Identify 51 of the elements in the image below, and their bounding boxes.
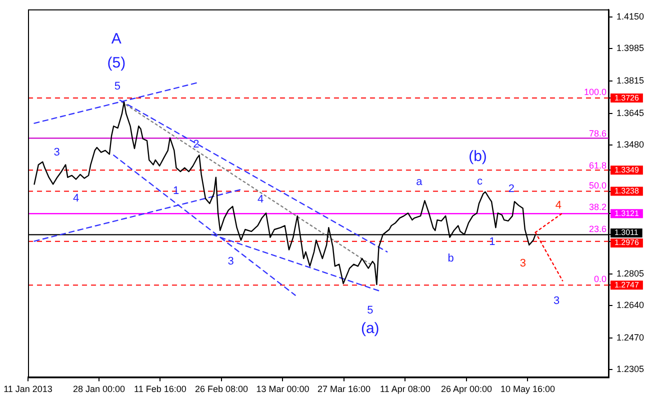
x-tick-label: 28 Jan 00:00 [72, 384, 126, 394]
y-tick-label: 1.3985 [616, 43, 644, 54]
annotation: A [111, 30, 122, 48]
x-tick-label: 27 Mar 16:00 [317, 384, 371, 394]
y-tick-label: 1.3726 [614, 93, 640, 102]
annotation: 4 [555, 199, 562, 212]
annotation: 50.0 [589, 180, 607, 191]
x-tick-label: 11 Jan 2013 [4, 384, 52, 394]
x-tick-label: 13 Mar 00:00 [256, 384, 310, 394]
y-tick-label: 1.3238 [614, 186, 640, 196]
annotation: 38.2 [589, 202, 607, 212]
y-tick-label: 1.2640 [616, 300, 644, 310]
annotation: 3 [554, 294, 560, 307]
annotation: (a) [360, 320, 380, 338]
y-tick-label: 1.3011 [614, 228, 639, 238]
annotation: 23.6 [589, 224, 607, 234]
y-tick-label: 1.2305 [616, 364, 644, 374]
annotation: 0.0 [594, 274, 607, 284]
x-tick-label: 26 Feb 08:00 [194, 384, 248, 394]
annotation: c [476, 175, 483, 188]
annotation: (b) [468, 148, 487, 166]
annotation: 100.0 [584, 86, 607, 97]
x-tick-label: 11 Feb 16:00 [134, 384, 186, 394]
y-tick-label: 1.2805 [616, 268, 644, 279]
annotation: 3 [228, 255, 234, 268]
y-tick-label: 1.3480 [616, 140, 644, 150]
x-tick-label: 26 Apr 00:00 [440, 384, 492, 394]
y-tick-label: 1.2976 [614, 238, 640, 248]
annotation: 4 [72, 192, 80, 205]
annotation: 2 [193, 138, 200, 151]
y-tick-label: 1.3815 [616, 76, 644, 86]
y-tick-label: 1.3121 [614, 208, 640, 218]
y-tick-label: 1.2747 [614, 280, 640, 290]
annotation: 1 [489, 236, 496, 248]
x-tick-label: 10 May 16:00 [500, 384, 556, 394]
annotation: a [416, 176, 424, 188]
annotation: b [448, 252, 454, 264]
annotation: 3 [54, 146, 60, 158]
annotation: 2 [508, 182, 514, 195]
x-tick-label: 11 Apr 08:00 [380, 384, 430, 394]
y-tick-label: 1.3349 [614, 165, 640, 174]
annotation: 5 [114, 80, 120, 93]
annotation: 5 [367, 304, 374, 317]
annotation: 4 [258, 194, 264, 206]
annotation: 78.6 [589, 128, 607, 138]
annotation: 61.8 [589, 160, 607, 170]
y-tick-label: 1.4150 [616, 12, 644, 22]
annotation: (5) [107, 54, 126, 72]
y-tick-label: 1.3645 [616, 108, 644, 118]
y-tick-label: 1.2470 [616, 332, 644, 343]
annotation: 3 [520, 257, 526, 270]
